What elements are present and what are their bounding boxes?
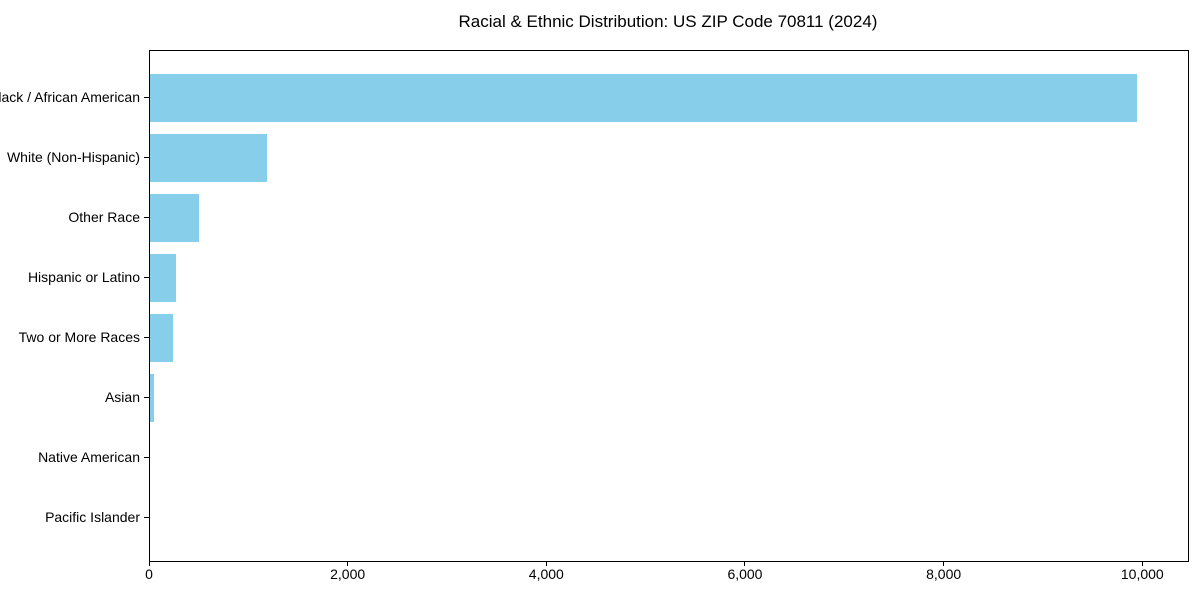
y-tick-label: White (Non-Hispanic) [6, 149, 140, 165]
y-tick-label: Native American [38, 449, 140, 465]
y-tick-label: Two or More Races [18, 329, 140, 345]
y-tick-label: Black / African American [0, 89, 140, 105]
x-tick-mark [545, 561, 547, 566]
y-tick-label: Asian [104, 389, 140, 405]
x-tick-label: 6,000 [727, 566, 763, 582]
y-tick-mark [144, 337, 149, 338]
bar [150, 254, 176, 302]
y-tick-label: Pacific Islander [45, 509, 140, 525]
bar [150, 374, 154, 422]
y-tick-label: Hispanic or Latino [27, 269, 140, 285]
plot-area [149, 50, 1189, 562]
y-tick-mark [144, 397, 149, 398]
y-tick-mark [144, 277, 149, 278]
x-tick-mark [148, 561, 150, 566]
y-tick-mark [144, 217, 149, 218]
y-tick-mark [144, 97, 149, 98]
y-tick-mark [144, 457, 149, 458]
bar [150, 194, 199, 242]
bar [150, 74, 1138, 122]
bar [150, 134, 268, 182]
x-tick-label: 4,000 [528, 566, 564, 582]
x-tick-label: 10,000 [1120, 566, 1164, 582]
y-tick-mark [144, 157, 149, 158]
x-tick-mark [744, 561, 746, 566]
x-tick-mark [347, 561, 349, 566]
chart-title: Racial & Ethnic Distribution: US ZIP Cod… [458, 12, 878, 31]
bar [150, 314, 174, 362]
x-tick-label: 2,000 [330, 566, 366, 582]
y-tick-mark [144, 517, 149, 518]
x-tick-label: 8,000 [926, 566, 962, 582]
y-tick-label: Other Race [68, 209, 140, 225]
x-tick-mark [943, 561, 945, 566]
x-tick-label: 0 [145, 566, 153, 582]
x-tick-mark [1141, 561, 1143, 566]
